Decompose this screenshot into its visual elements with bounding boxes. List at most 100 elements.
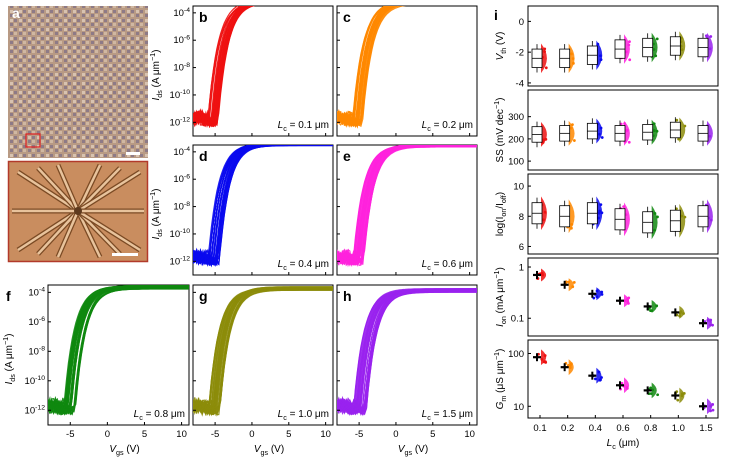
data-point	[600, 293, 604, 296]
summary-y-axis-label-part: off	[499, 195, 508, 203]
violin-shape	[624, 120, 630, 146]
x-axis-label-part: (V)	[268, 444, 284, 455]
device-curve	[337, 6, 394, 126]
summary-subplot-logionioff: 10 8 6 log(Ion/Ioff)	[495, 173, 719, 255]
x-tick-label-part: 5	[286, 429, 291, 440]
y-tick-label: -2	[516, 48, 524, 59]
data-point	[683, 215, 687, 219]
y-tick-label-part: -10	[180, 89, 190, 96]
device-curve	[193, 6, 242, 128]
x-tick-label: 10	[320, 429, 331, 440]
data-point	[654, 54, 658, 58]
panel-letter-g: g	[199, 288, 208, 304]
data-point	[625, 386, 629, 389]
data-point	[709, 404, 713, 408]
lc-label-part: L	[278, 259, 284, 270]
data-point	[543, 50, 546, 53]
x-axis-label-part: (V)	[412, 444, 428, 455]
device-curve	[337, 291, 477, 413]
data-point	[656, 393, 660, 397]
lc-label-part: L	[422, 120, 428, 131]
device-curves	[193, 6, 255, 129]
device-curves	[337, 288, 477, 417]
summary-y-axis-label: log(Ion/Ioff)	[495, 192, 508, 236]
lc-label-part: L	[278, 409, 284, 420]
electrode-lead-top	[76, 164, 102, 212]
y-axis-label-part: )	[4, 333, 15, 336]
data-point	[569, 126, 573, 130]
device-curve	[193, 6, 248, 125]
x-axis-label-part: V	[109, 444, 117, 455]
summary-y-axis-label-part: V	[495, 52, 506, 60]
x-tick-label: 0	[393, 429, 398, 440]
data-point	[706, 318, 710, 322]
summary-y-axis-label-part: log(I	[495, 217, 506, 236]
data-point	[599, 58, 603, 62]
y-axis-label-part: (A μm	[151, 61, 162, 90]
electrode-lead-top	[76, 210, 102, 258]
data-point	[596, 42, 600, 46]
y-tick-label-part: -8	[184, 201, 190, 208]
violin-shape	[679, 117, 686, 143]
lc-label: Lc = 1.0 μm	[278, 409, 329, 422]
device-curve	[337, 6, 390, 128]
data-point	[680, 392, 684, 396]
panel-h-transfer-curve: -5 0 5 10 Lc = 1.5 μm h Vgs (V)	[336, 284, 478, 457]
x-tick-label: 5	[142, 429, 147, 440]
device-curve	[337, 289, 477, 413]
x-axis-label-part: V	[398, 444, 406, 455]
y-tick-label-part: 10	[28, 317, 39, 328]
violin-shape	[624, 202, 630, 237]
device-curve	[193, 288, 333, 417]
data-point	[682, 312, 685, 315]
data-point	[708, 47, 712, 51]
panel-letter-f: f	[6, 288, 11, 304]
y-tick-label-part: 10	[28, 346, 39, 357]
data-point	[570, 223, 574, 226]
device-curve	[193, 289, 333, 413]
data-point	[600, 136, 604, 139]
data-point	[711, 403, 715, 406]
chip-array-image	[8, 6, 148, 158]
lc-label-part: = 1.0 μm	[287, 409, 329, 420]
data-point	[544, 137, 548, 141]
y-tick-label: 10-6	[28, 316, 45, 328]
device-curve	[193, 145, 333, 267]
y-tick-label: 100	[508, 157, 524, 168]
device-curve	[193, 6, 247, 128]
channel-center	[74, 207, 82, 215]
lc-label-part: c	[427, 124, 431, 133]
device-curve	[193, 145, 254, 266]
lc-label-part: = 0.8 μm	[143, 409, 185, 420]
data-point	[541, 140, 545, 144]
data-point	[599, 378, 602, 382]
data-point	[571, 123, 574, 127]
data-point	[544, 66, 548, 70]
x-tick-label: 0.8	[644, 423, 657, 434]
data-point	[600, 290, 604, 294]
summary-y-axis-label-part: )	[495, 267, 506, 270]
summary-y-axis-label: Gm (μS μm−1)	[492, 349, 508, 410]
data-point	[571, 61, 575, 65]
data-point	[627, 43, 631, 47]
y-tick-label-part: -4	[184, 146, 190, 153]
summary-y-axis-label-part: I	[495, 324, 506, 327]
lc-label-part: c	[427, 413, 431, 422]
data-point	[709, 35, 713, 38]
scale-bar	[126, 152, 140, 155]
data-point	[649, 309, 652, 312]
data-point	[543, 210, 547, 214]
data-point	[597, 132, 601, 136]
data-point	[570, 52, 573, 56]
lc-label-part: L	[422, 409, 428, 420]
y-tick-label-part: 10	[25, 376, 36, 387]
electrode-lead-top	[77, 170, 141, 213]
lc-label-part: c	[427, 263, 431, 272]
summary-y-axis-label-part: )	[495, 98, 506, 101]
summary-subplot-gm: 100 10 Gm (μS μm−1)	[492, 339, 719, 419]
y-tick-label-part: 10	[173, 63, 184, 74]
device-curve	[193, 6, 253, 127]
x-tick-label-part: -5	[211, 429, 219, 440]
summary-y-axis-label-part: )	[495, 192, 506, 195]
